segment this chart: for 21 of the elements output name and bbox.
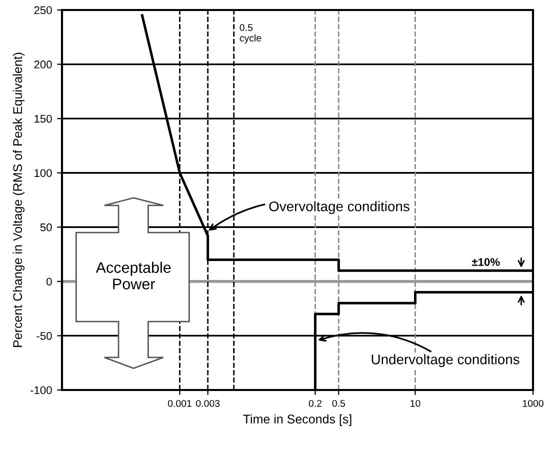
y-tick-label: 150 [34,114,52,123]
x-tick-label: 1000 [522,400,544,407]
annotation: Overvoltage conditions [269,201,410,214]
annotation: Acceptable Power [96,262,171,290]
y-axis-title: Percent Change in Voltage (RMS of Peak Equivalent) [12,52,24,347]
y-tick-label: -100 [30,386,52,394]
y-tick-label: 0 [46,278,52,286]
x-tick-label: 0.2 [308,400,322,407]
ref-line-label: 0.5 cycle [240,24,262,44]
y-tick-label: 200 [34,60,52,68]
x-tick-label: 0.003 [196,400,220,407]
y-tick-label: 100 [34,169,52,177]
x-axis-title: Time in Seconds [s] [243,414,352,426]
y-tick-label: 50 [40,223,52,232]
x-tick-label: 10 [410,400,420,407]
annotation: ±10% [472,258,500,266]
annotation: Undervoltage conditions [372,354,520,368]
x-tick-label: 0.5 [332,400,345,407]
y-tick-label: -50 [36,332,52,340]
x-tick-label: 0.001 [168,400,192,407]
y-tick-label: 250 [34,6,52,14]
